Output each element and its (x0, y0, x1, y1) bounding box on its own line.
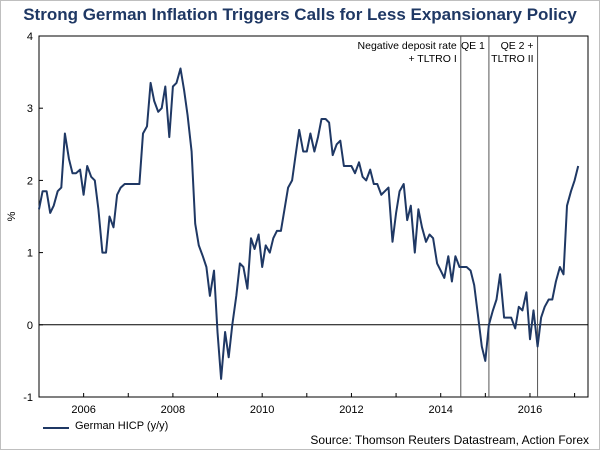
y-axis-label: % (6, 211, 18, 221)
series-line-german-hicp (38, 67, 580, 380)
x-tick-label: 2006 (71, 404, 95, 416)
legend-label: German HICP (y/y) (75, 420, 169, 432)
y-tick-label: 0 (27, 320, 33, 332)
annotation-label: Negative deposit rate (358, 40, 457, 52)
plot-area (38, 35, 589, 398)
x-tick-label: 2010 (250, 404, 274, 416)
annotation-label: QE 2 + (501, 40, 534, 52)
annotation-label: TLTRO II (491, 53, 533, 65)
chart-title: Strong German Inflation Triggers Calls f… (23, 5, 577, 24)
source-note: Source: Thomson Reuters Datastream, Acti… (310, 433, 589, 447)
y-tick-label: -1 (23, 392, 33, 404)
annotation-label: + TLTRO I (408, 53, 456, 65)
y-tick-label: 4 (27, 31, 33, 43)
annotation-label: QE 1 (461, 40, 485, 52)
y-tick-label: 2 (27, 175, 33, 187)
x-tick-label: 2014 (428, 404, 452, 416)
x-tick-label: 2016 (518, 404, 542, 416)
x-tick-label: 2008 (161, 404, 185, 416)
y-tick-label: 1 (27, 248, 33, 260)
legend-swatch (43, 427, 69, 429)
y-tick-label: 3 (27, 103, 33, 115)
x-tick-label: 2012 (339, 404, 363, 416)
